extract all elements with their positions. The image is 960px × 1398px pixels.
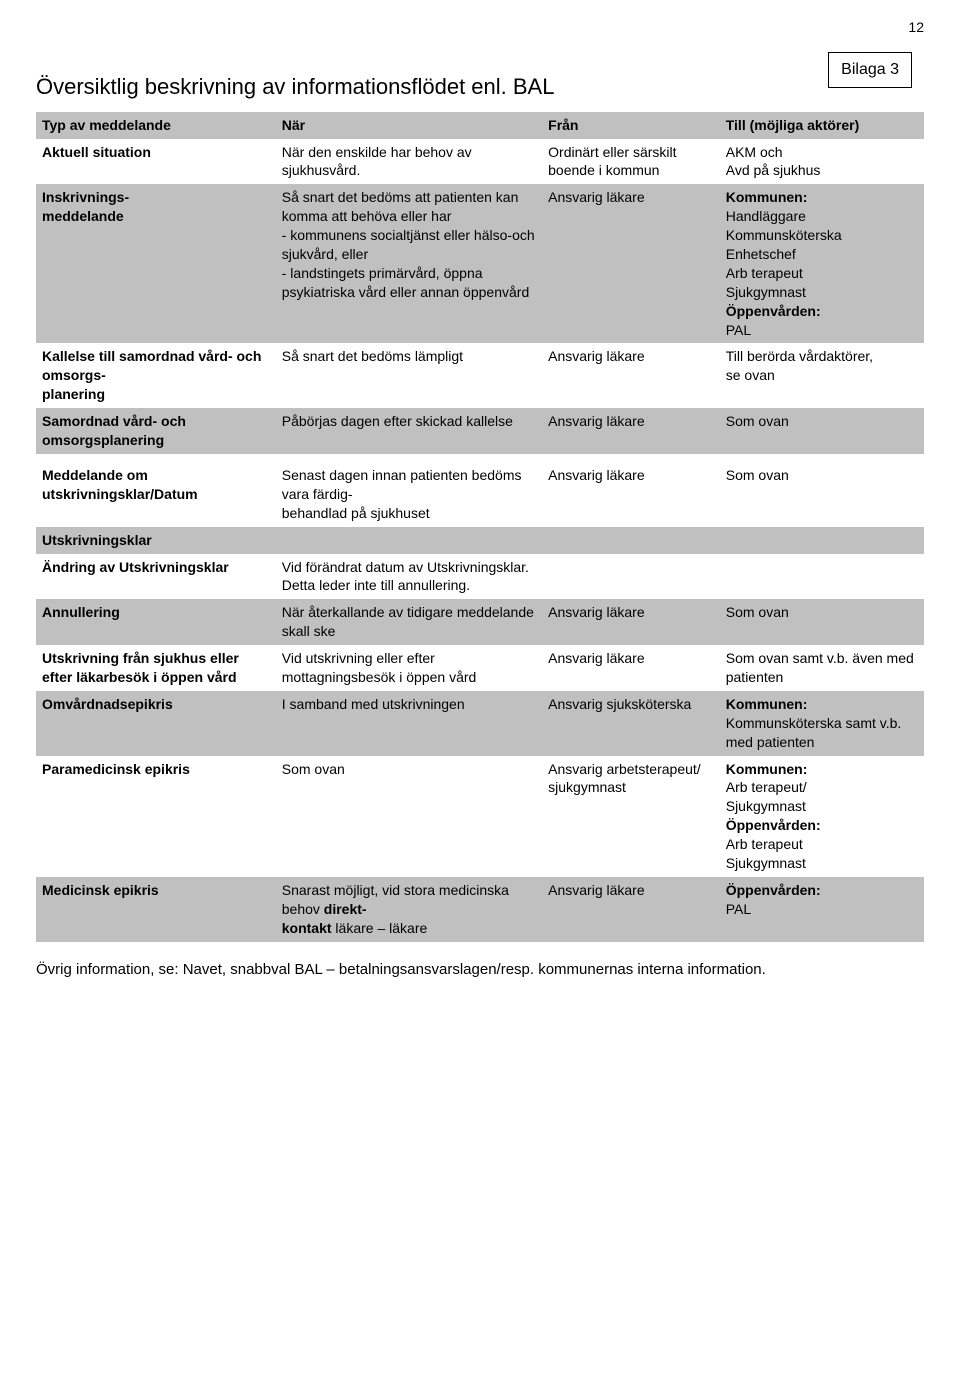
table-cell: I samband med utskrivningen [276,691,542,756]
table-cell: Ansvarig läkare [542,343,720,408]
table-cell: När återkallande av tidigare meddelande … [276,599,542,645]
table-cell: Kommunen:Kommunsköterska samt v.b. med p… [720,691,924,756]
table-cell: Medicinsk epikris [36,877,276,942]
page-title: Översiktlig beskrivning av informationsf… [36,72,924,102]
table-cell [720,454,924,462]
footer-note: Övrig information, se: Navet, snabbval B… [36,960,924,980]
table-cell [36,454,276,462]
table-cell: Senast dagen innan patienten bedöms vara… [276,462,542,527]
table-row: Aktuell situationNär den enskilde har be… [36,139,924,185]
table-cell: Så snart det bedöms lämpligt [276,343,542,408]
table-cell [542,454,720,462]
table-cell: Snarast möjligt, vid stora medicinska be… [276,877,542,942]
table-cell: Utskrivningsklar [36,527,276,554]
info-flow-table: Typ av meddelande När Från Till (möjliga… [36,112,924,942]
table-cell: Vid utskrivning eller efter mottagningsb… [276,645,542,691]
table-cell: Ansvarig läkare [542,408,720,454]
table-row: Inskrivnings-meddelandeSå snart det bedö… [36,184,924,343]
table-cell: Ändring av Utskrivningsklar [36,554,276,600]
table-row: Utskrivningsklar [36,527,924,554]
table-cell: Ansvarig sjuksköterska [542,691,720,756]
col-header-from: Från [542,112,720,139]
table-row: Utskrivning från sjukhus eller efter läk… [36,645,924,691]
table-cell: Påbörjas dagen efter skickad kallelse [276,408,542,454]
table-row: Samordnad vård- och omsorgsplaneringPåbö… [36,408,924,454]
table-row: Meddelande om utskrivningsklar/DatumSena… [36,462,924,527]
table-row: Ändring av UtskrivningsklarVid förändrat… [36,554,924,600]
table-cell: Till berörda vårdaktörer, se ovan [720,343,924,408]
table-cell: Vid förändrat datum av Utskrivningsklar.… [276,554,542,600]
table-cell [542,527,720,554]
table-cell: Som ovan [720,462,924,527]
table-cell [720,527,924,554]
col-header-when: När [276,112,542,139]
table-cell: Så snart det bedöms att patienten kan ko… [276,184,542,343]
table-cell: Kommunen:Arb terapeut/SjukgymnastÖppenvå… [720,756,924,877]
table-cell: När den enskilde har behov av sjukhusvår… [276,139,542,185]
table-cell: Ansvarig läkare [542,599,720,645]
table-cell: Paramedicinsk epikris [36,756,276,877]
table-cell: Ansvarig läkare [542,645,720,691]
table-cell [276,527,542,554]
table-cell [542,554,720,600]
table-row: Paramedicinsk epikrisSom ovanAnsvarig ar… [36,756,924,877]
table-cell: Aktuell situation [36,139,276,185]
table-cell: Utskrivning från sjukhus eller efter läk… [36,645,276,691]
table-cell: Som ovan [720,599,924,645]
table-cell: Öppenvården:PAL [720,877,924,942]
table-cell: Som ovan [720,408,924,454]
table-cell [720,554,924,600]
col-header-to: Till (möjliga aktörer) [720,112,924,139]
table-cell: Kallelse till samordnad vård- och omsorg… [36,343,276,408]
table-header-row: Typ av meddelande När Från Till (möjliga… [36,112,924,139]
table-row [36,454,924,462]
table-cell: Ordinärt eller särskilt boende i kommun [542,139,720,185]
table-cell: Ansvarig läkare [542,877,720,942]
table-row: Medicinsk epikrisSnarast möjligt, vid st… [36,877,924,942]
table-cell: Som ovan [276,756,542,877]
table-row: AnnulleringNär återkallande av tidigare … [36,599,924,645]
col-header-type: Typ av meddelande [36,112,276,139]
table-cell: Kommunen:HandläggareKommunsköterskaEnhet… [720,184,924,343]
table-cell: Omvårdnadsepikris [36,691,276,756]
page-number: 12 [908,18,924,37]
page: 12 Bilaga 3 Översiktlig beskrivning av i… [0,0,960,1020]
table-cell: Som ovan samt v.b. även med patienten [720,645,924,691]
attachment-box: Bilaga 3 [828,52,912,88]
table-cell: Ansvarig läkare [542,184,720,343]
table-cell: Ansvarig arbetsterapeut/sjukgymnast [542,756,720,877]
table-cell: Ansvarig läkare [542,462,720,527]
table-cell: Samordnad vård- och omsorgsplanering [36,408,276,454]
table-cell: Inskrivnings-meddelande [36,184,276,343]
table-cell [276,454,542,462]
table-row: Kallelse till samordnad vård- och omsorg… [36,343,924,408]
table-row: OmvårdnadsepikrisI samband med utskrivni… [36,691,924,756]
table-cell: Meddelande om utskrivningsklar/Datum [36,462,276,527]
table-cell: AKM ochAvd på sjukhus [720,139,924,185]
table-cell: Annullering [36,599,276,645]
